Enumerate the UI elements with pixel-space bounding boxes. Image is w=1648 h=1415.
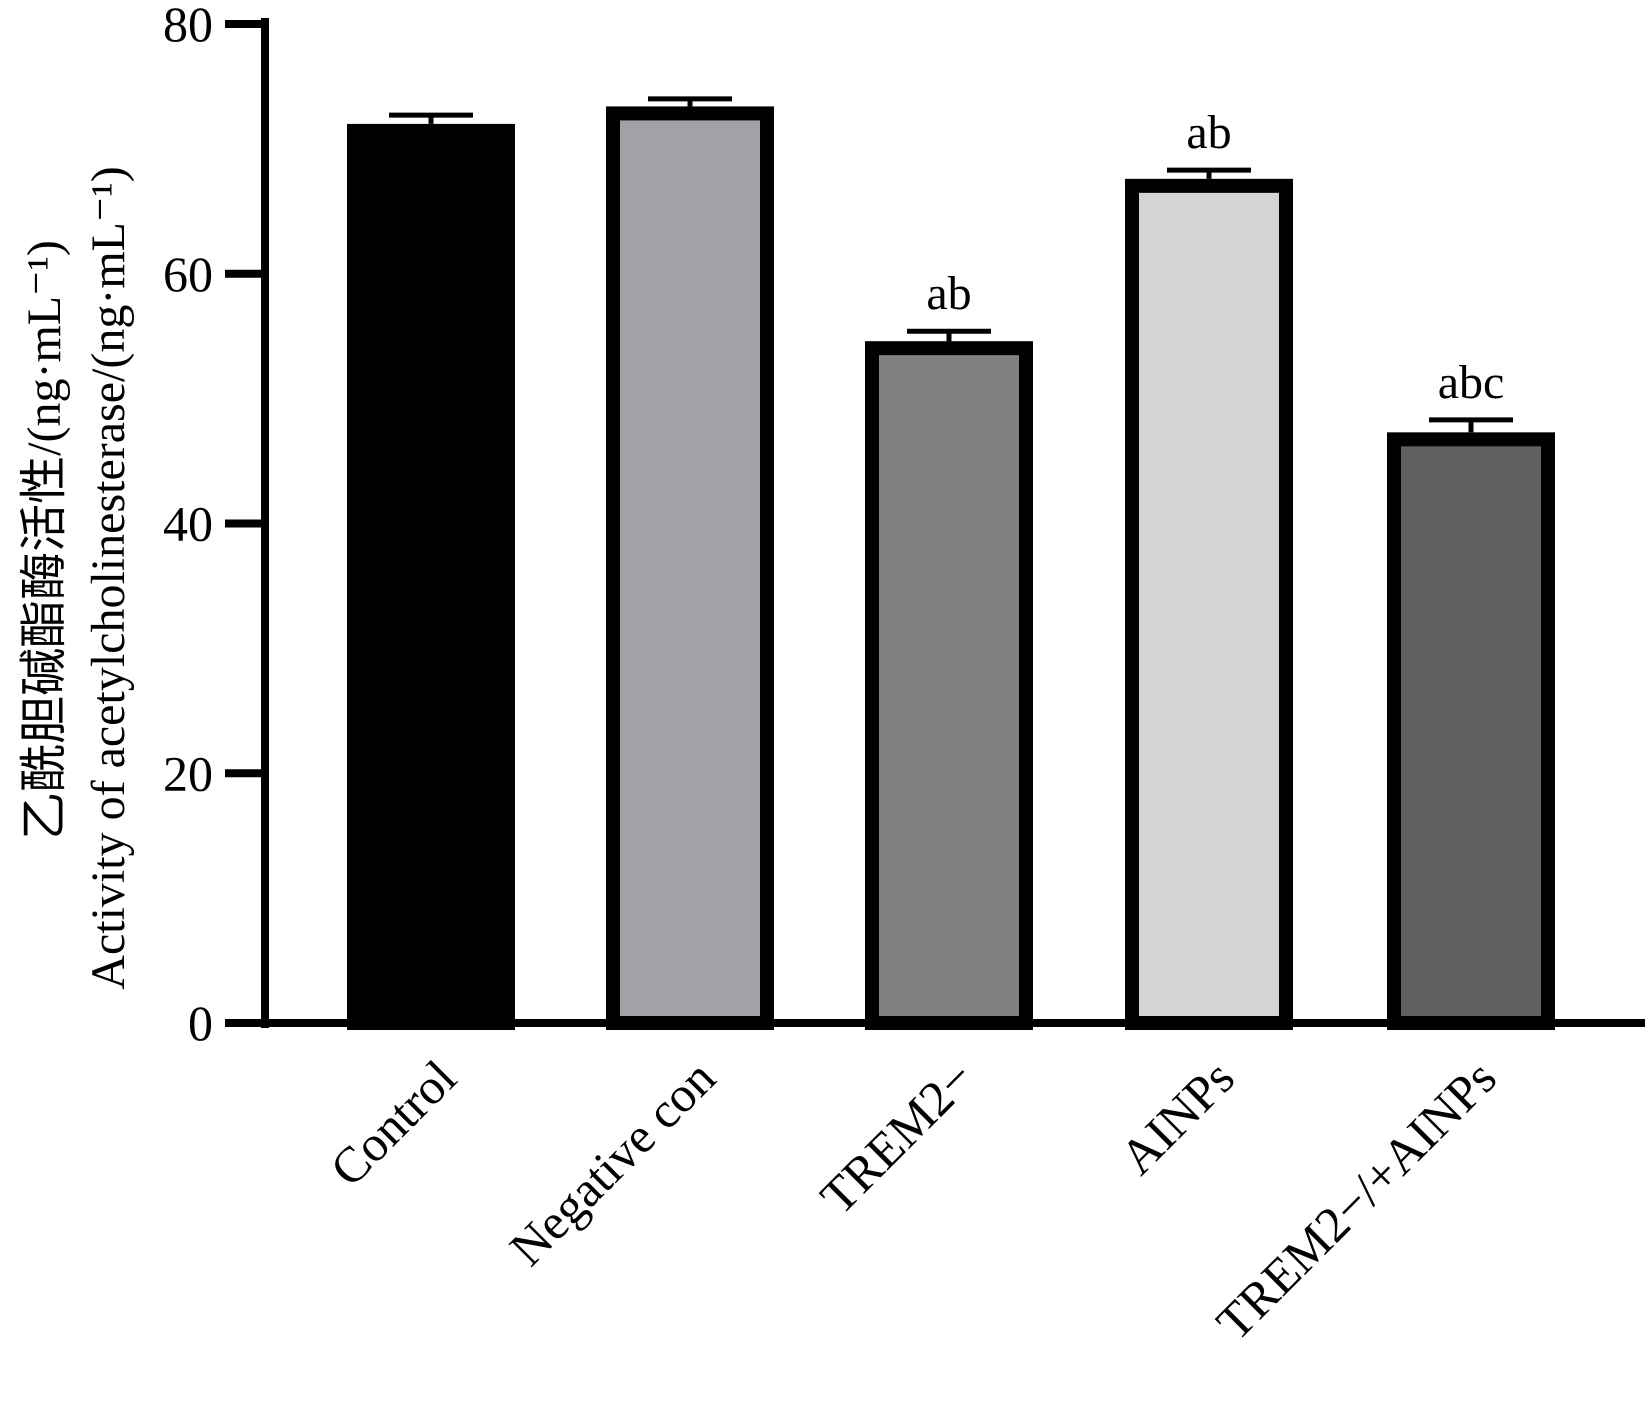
y-axis-title: 乙酰胆碱酯酶活性/(ng·mL⁻¹) Activity of acetylcho… xyxy=(18,166,135,989)
category-label-3: AINPs xyxy=(1109,1049,1245,1185)
significance-label-3: ab xyxy=(1186,106,1231,159)
category-label-2: TREM2− xyxy=(809,1049,984,1224)
y-tick-label-80: 80 xyxy=(163,0,213,52)
significance-label-4: abc xyxy=(1438,356,1505,409)
category-label-0: Control xyxy=(319,1049,467,1197)
y-axis-title-english: Activity of acetylcholinesterase/(ng·mL⁻… xyxy=(82,166,135,989)
bar-3 xyxy=(1125,178,1293,1031)
plot-area: Control Negative con ab TREM2− ab AINPs abc TRE… xyxy=(163,0,1645,1351)
y-tick-label-60: 60 xyxy=(163,246,213,302)
bar-4 xyxy=(1387,432,1555,1030)
y-tick-label-0: 0 xyxy=(188,995,213,1051)
y-axis-title-chinese: 乙酰胆碱酯酶活性/(ng·mL⁻¹) xyxy=(18,240,71,840)
category-label-1: Negative con xyxy=(499,1049,726,1276)
bar-2 xyxy=(865,341,1033,1030)
bar-0 xyxy=(347,123,515,1030)
category-label-4: TREM2−/+AINPs xyxy=(1205,1049,1506,1350)
bar-1 xyxy=(606,106,774,1031)
y-tick-label-40: 40 xyxy=(163,496,213,552)
y-tick-label-20: 20 xyxy=(163,745,213,801)
significance-label-2: ab xyxy=(926,267,971,320)
